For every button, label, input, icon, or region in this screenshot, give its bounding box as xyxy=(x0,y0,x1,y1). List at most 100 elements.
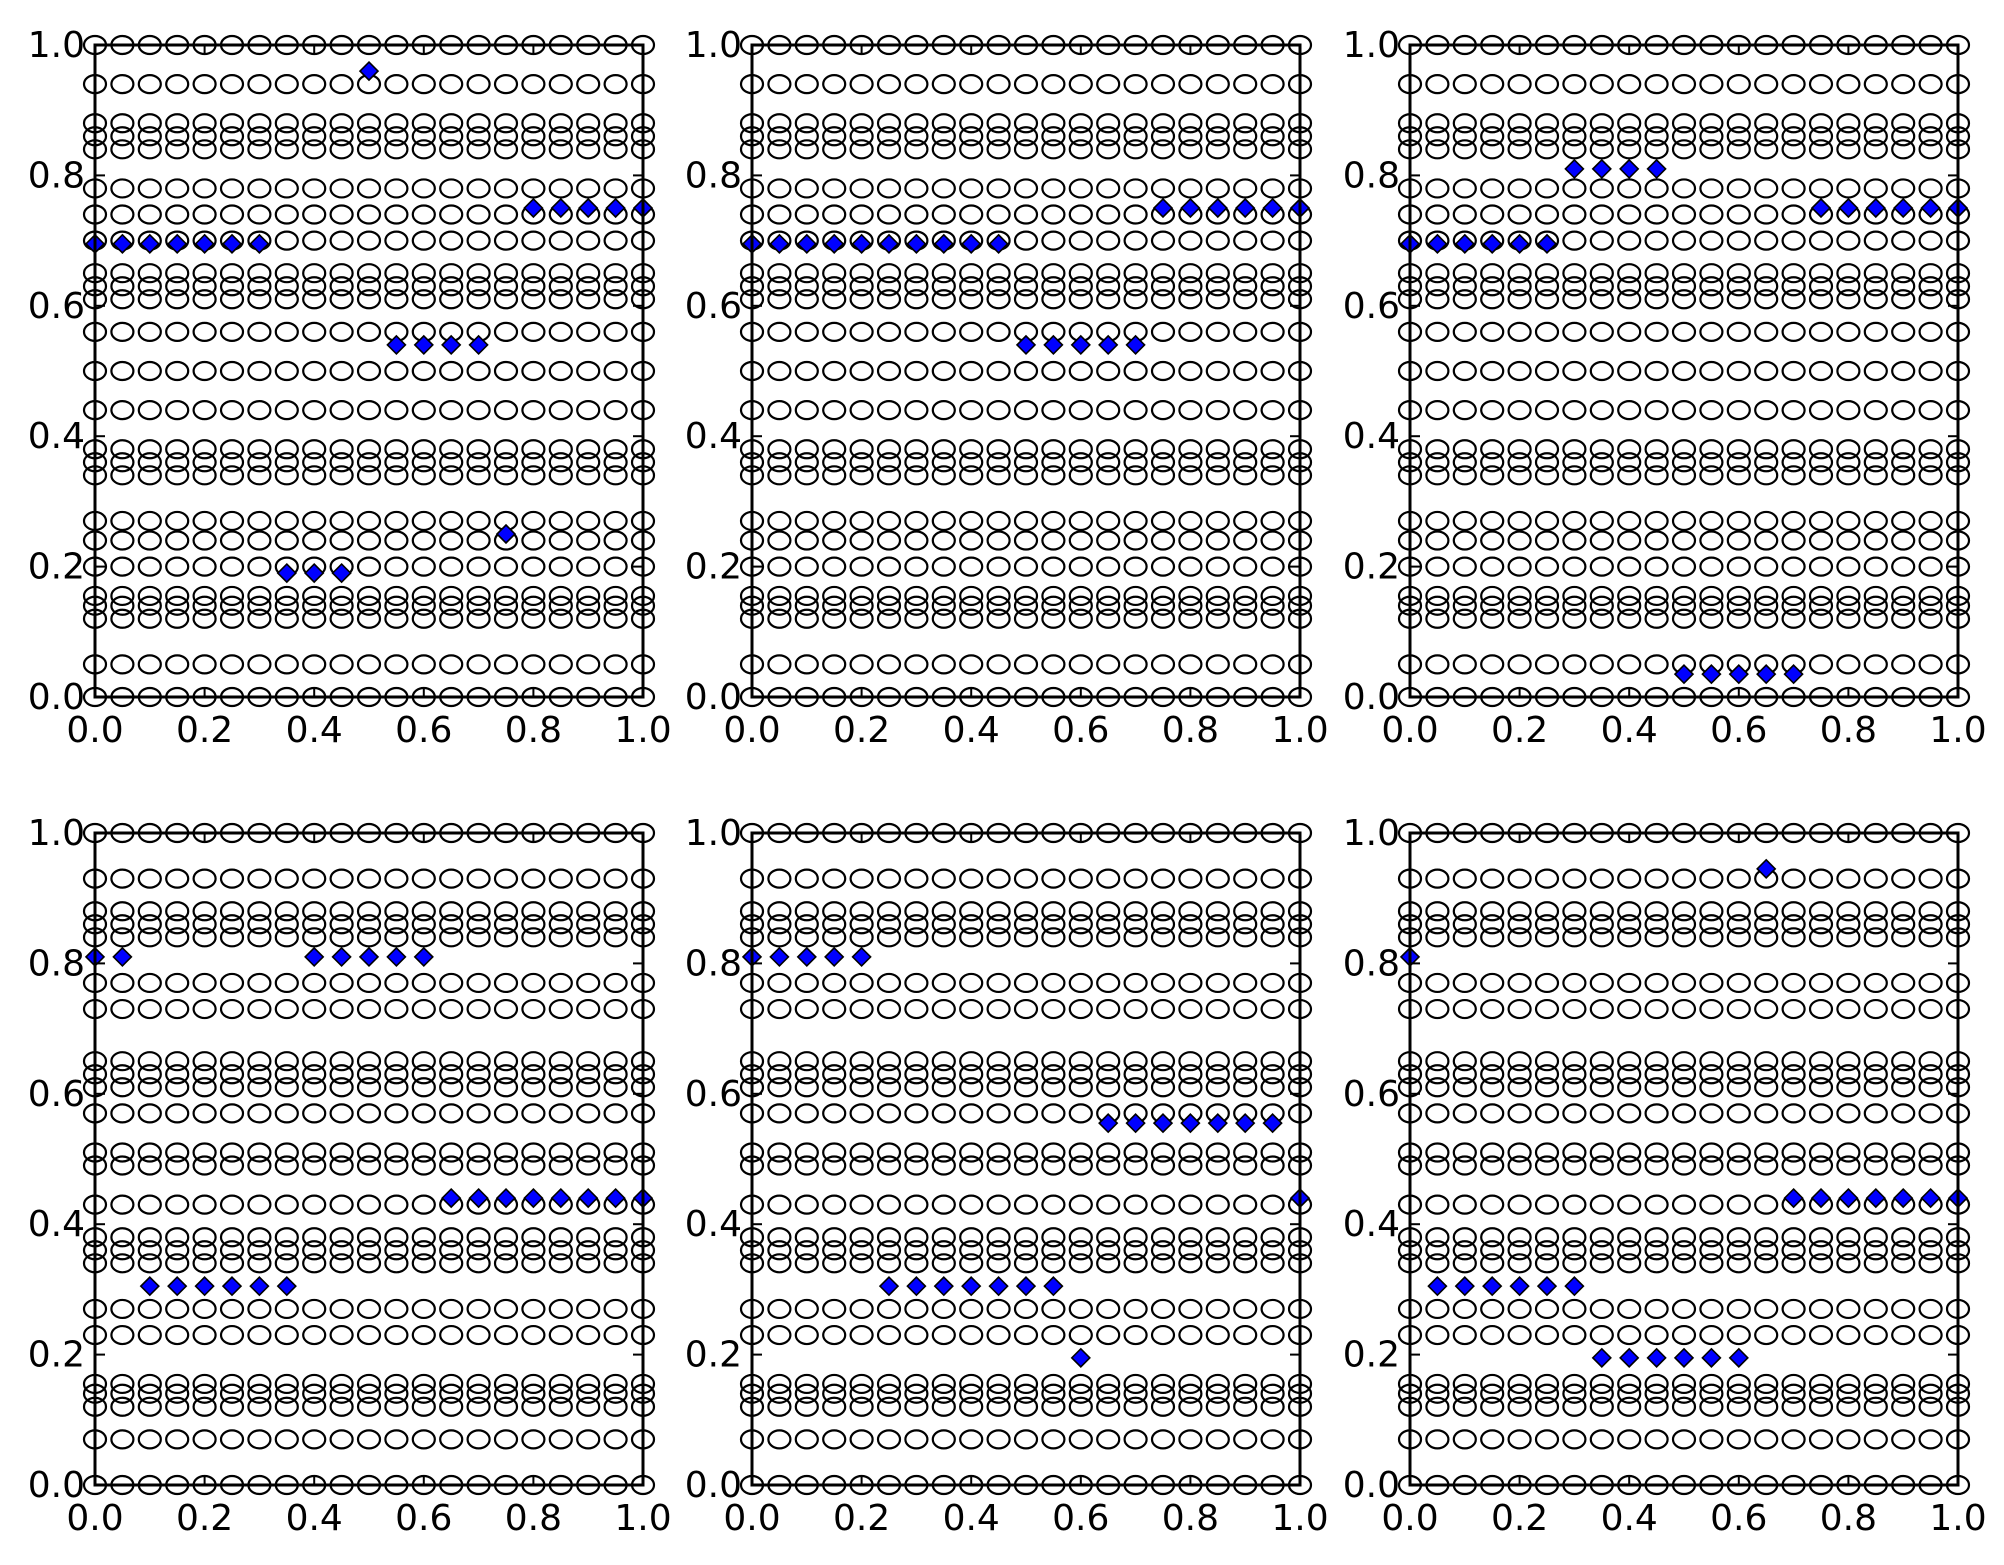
circle-point xyxy=(1781,1064,1806,1085)
circle-point xyxy=(794,1373,819,1395)
circle-point xyxy=(904,1298,929,1320)
circle-point xyxy=(1041,1155,1066,1176)
circle-point xyxy=(1013,510,1039,532)
circle-point xyxy=(329,1155,354,1176)
circle-point xyxy=(1480,321,1505,342)
circle-point xyxy=(876,608,902,629)
circle-point xyxy=(466,465,491,486)
circle-point xyxy=(192,1298,217,1320)
circle-point xyxy=(439,1429,464,1450)
circle-point xyxy=(302,1429,327,1450)
circle-point xyxy=(1068,1227,1093,1248)
circle-point xyxy=(192,556,217,577)
circle-point xyxy=(876,510,902,532)
circle-point xyxy=(384,400,409,421)
circle-point xyxy=(1836,1373,1861,1395)
circle-point xyxy=(1123,1383,1148,1404)
circle-point xyxy=(1534,1373,1560,1395)
circle-point xyxy=(876,1103,902,1124)
circle-point xyxy=(302,1142,327,1163)
circle-point xyxy=(1781,998,1806,1020)
circle-point xyxy=(767,400,792,421)
circle-point xyxy=(1726,1051,1751,1072)
circle-point xyxy=(1425,126,1450,147)
circle-point xyxy=(1096,289,1121,310)
highlight-point xyxy=(1207,1113,1228,1134)
circle-point xyxy=(356,608,382,629)
circle-point xyxy=(274,510,299,532)
x-tick-label: 1.0 xyxy=(614,1498,671,1539)
circle-point xyxy=(986,510,1011,532)
axes-frame xyxy=(93,831,645,1487)
circle-point xyxy=(959,1227,984,1248)
circle-point xyxy=(302,1077,327,1098)
circle-point xyxy=(329,1077,354,1098)
circle-point xyxy=(1425,1429,1450,1450)
circle-point xyxy=(1617,139,1642,160)
circle-point xyxy=(1863,400,1888,421)
circle-point xyxy=(1726,608,1751,629)
highlight-point xyxy=(249,233,270,254)
circle-point xyxy=(876,1227,902,1248)
circle-point xyxy=(137,178,162,199)
circle-point xyxy=(192,289,217,310)
circle-point xyxy=(493,1227,519,1248)
circle-point xyxy=(1617,1194,1642,1215)
ticks: 0.0 0.2 0.4 0.6 0.8 1.00.00.20.40.60.81.0 xyxy=(1343,25,1987,751)
circle-point xyxy=(1754,1103,1779,1124)
circle-point xyxy=(1671,1194,1697,1215)
circle-point xyxy=(1781,1155,1806,1176)
circle-point xyxy=(931,113,956,134)
circle-point xyxy=(466,1373,491,1395)
circle-point xyxy=(1260,400,1285,421)
circle-point xyxy=(192,74,217,95)
circle-point xyxy=(219,263,245,284)
circle-point xyxy=(219,289,245,310)
circle-point xyxy=(302,1396,327,1417)
circle-point xyxy=(192,452,217,473)
circle-point xyxy=(1041,972,1066,994)
circle-point xyxy=(192,400,217,421)
circle-point xyxy=(1013,452,1039,473)
circle-point xyxy=(247,204,272,225)
circle-point xyxy=(137,1142,162,1163)
circle-point xyxy=(959,452,984,473)
circle-point xyxy=(1178,556,1203,577)
circle-point xyxy=(822,868,847,889)
circle-point xyxy=(1863,1383,1888,1404)
circle-point xyxy=(411,1253,436,1274)
circle-point xyxy=(1891,1077,1916,1098)
circle-point xyxy=(1178,1142,1203,1163)
circle-point xyxy=(1617,595,1642,616)
circle-point xyxy=(1260,276,1285,297)
highlight-point xyxy=(1728,1347,1749,1368)
circle-point xyxy=(1452,1142,1477,1163)
circle-point xyxy=(165,439,190,460)
circle-point xyxy=(1589,1051,1614,1072)
circle-point xyxy=(1425,400,1450,421)
circle-point xyxy=(1041,901,1066,922)
circle-point xyxy=(274,1240,299,1261)
circle-point xyxy=(1699,1155,1724,1176)
circle-point xyxy=(1589,400,1614,421)
highlight-point xyxy=(495,1187,517,1209)
circle-point xyxy=(1150,465,1176,486)
circle-point xyxy=(329,608,354,629)
x-tick-label: 0.0 xyxy=(1381,710,1438,751)
circle-point xyxy=(1891,1051,1916,1072)
circle-point xyxy=(1699,204,1724,225)
circle-point xyxy=(247,1155,272,1176)
circle-point xyxy=(986,263,1011,284)
circle-point xyxy=(1013,1051,1039,1072)
circle-point xyxy=(1781,1077,1806,1098)
circle-point xyxy=(1260,1429,1285,1450)
circle-point xyxy=(1617,1298,1642,1320)
circle-point xyxy=(411,585,436,607)
circle-point xyxy=(931,1194,956,1215)
circle-point xyxy=(1123,1253,1148,1274)
circle-point xyxy=(904,1227,929,1248)
circle-point xyxy=(219,1077,245,1098)
circle-point xyxy=(1781,1051,1806,1072)
circle-point xyxy=(1918,510,1943,532)
circle-point xyxy=(1617,585,1642,607)
